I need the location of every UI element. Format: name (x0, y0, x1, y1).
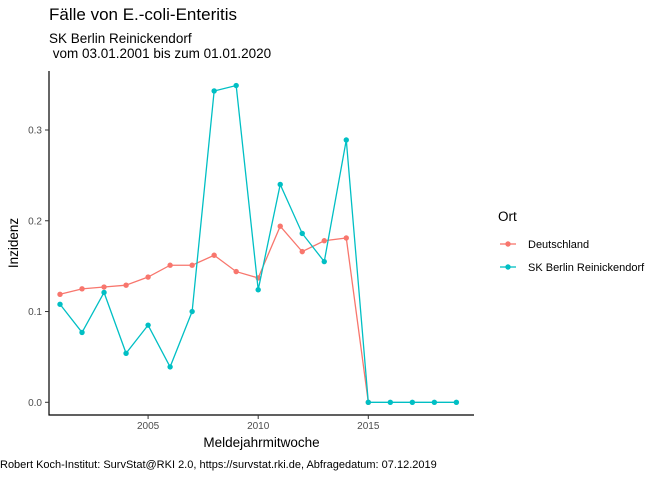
data-point (431, 399, 438, 405)
data-point (387, 399, 394, 405)
data-point (211, 88, 217, 94)
legend-key-point (505, 241, 511, 247)
data-point (211, 252, 217, 258)
data-point (343, 235, 349, 241)
data-point (101, 284, 107, 290)
chart-caption: Robert Koch-Institut: SurvStat@RKI 2.0, … (0, 459, 437, 471)
data-point (123, 282, 129, 288)
x-tick-label: 2015 (357, 421, 380, 432)
chart-title: Fälle von E.-coli-Enteritis (49, 5, 238, 24)
y-tick-label: 0.1 (28, 307, 42, 318)
y-tick-label: 0.3 (28, 125, 42, 136)
data-point (57, 291, 63, 297)
data-point (233, 82, 239, 89)
x-tick-label: 2010 (247, 421, 270, 432)
data-point (299, 230, 305, 237)
x-axis-title: Meldejahrmitwoche (203, 435, 319, 450)
legend-label: SK Berlin Reinickendorf (528, 262, 645, 274)
data-point (365, 399, 372, 405)
x-tick-label: 2005 (137, 421, 160, 432)
chart-subtitle: SK Berlin Reinickendorf vom 03.01.2001 b… (49, 31, 272, 61)
series-line-1 (59, 84, 457, 403)
data-point (277, 181, 283, 188)
data-point (79, 329, 85, 336)
data-point (255, 287, 261, 293)
data-point (79, 286, 85, 292)
data-point (321, 258, 327, 265)
data-point (145, 274, 151, 280)
data-point (167, 262, 173, 268)
data-point (233, 268, 239, 275)
data-point (453, 399, 460, 405)
y-tick-label: 0.2 (28, 216, 42, 227)
legend-label: Deutschland (528, 239, 589, 251)
y-axis-title: Inzidenz (6, 218, 21, 269)
data-point (101, 289, 107, 296)
data-point (299, 248, 305, 255)
legend-title: Ort (498, 209, 517, 224)
data-point (189, 262, 195, 268)
data-point (189, 308, 195, 315)
data-point (57, 301, 63, 307)
y-tick-label: 0.0 (28, 398, 42, 409)
legend-key-point (505, 264, 511, 270)
data-point (145, 322, 151, 328)
data-point (321, 238, 327, 244)
data-point (409, 399, 416, 405)
data-point (123, 350, 129, 356)
data-point (167, 364, 173, 370)
data-point (343, 137, 349, 143)
data-point (277, 223, 283, 229)
